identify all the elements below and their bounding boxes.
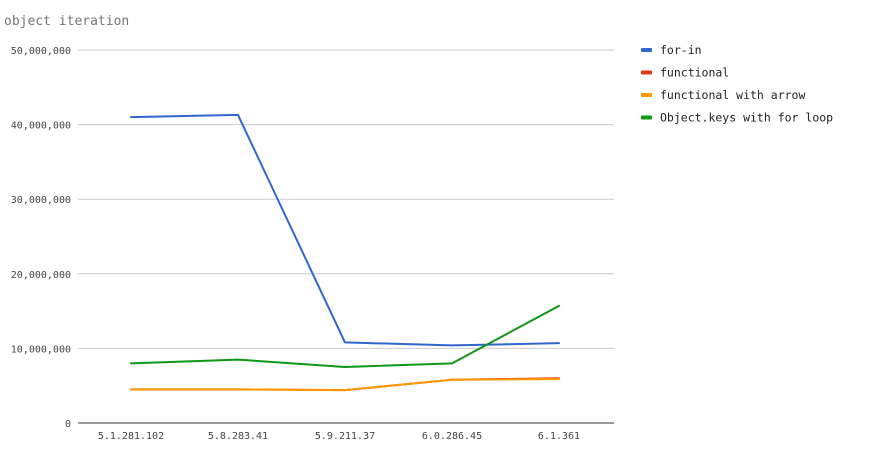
chart-title: object iteration [4,14,129,29]
y-tick-label: 30,000,000 [11,195,71,206]
x-tick-label: 6.1.361 [538,431,580,442]
x-tick-label: 5.9.211.37 [315,431,375,442]
legend-label: Object.keys with for loop [660,111,833,125]
legend-item: Object.keys with for loop [641,111,833,125]
legend-item: for-in [641,43,702,57]
gridlines [78,49,614,424]
series-line-object-keys-with-for-loop [130,304,560,369]
legend-swatch [641,70,652,75]
series-lines [130,113,560,392]
y-tick-label: 0 [65,419,71,430]
x-tick-label: 5.1.281.102 [98,431,164,442]
series-line-functional-with-arrow [130,377,560,392]
y-tick-label: 40,000,000 [11,121,71,132]
legend-label: functional with arrow [660,88,805,102]
y-axis-ticks: 0 10,000,000 20,000,000 30,000,000 40,000,00… [11,46,71,430]
legend-item: functional with arrow [641,88,805,102]
legend-swatch [641,48,652,52]
x-tick-label: 5.8.283.41 [208,431,268,442]
legend-label: functional [660,66,729,80]
y-tick-label: 20,000,000 [11,270,71,281]
series-line-for-in [130,113,560,347]
legend-swatch [641,93,652,97]
legend-label: for-in [660,43,702,57]
legend: for-in functional functional with arrow Obj… [641,43,833,125]
legend-swatch [641,115,652,120]
y-tick-label: 50,000,000 [11,46,71,57]
x-tick-label: 6.0.286.45 [422,431,482,442]
legend-item: functional [641,66,729,80]
y-tick-label: 10,000,000 [11,344,71,355]
x-axis-ticks: 5.1.281.102 5.8.283.41 5.9.211.37 6.0.286.4… [98,431,580,442]
